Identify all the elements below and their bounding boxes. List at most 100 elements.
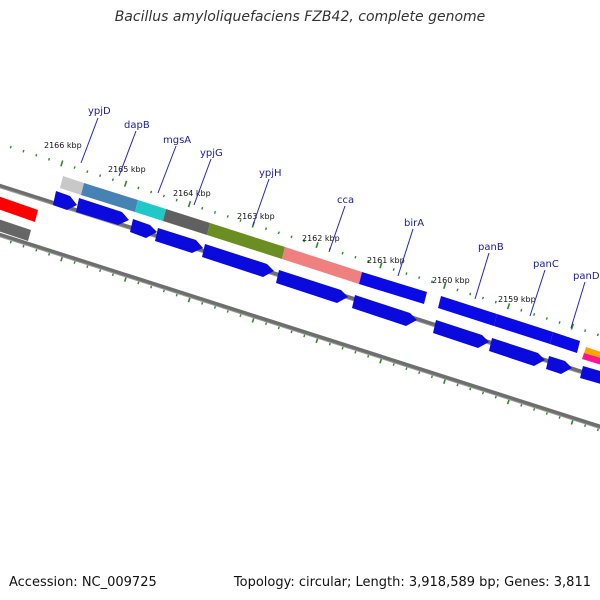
tick-mark <box>418 371 421 375</box>
gene-label: panC <box>533 259 559 270</box>
tick-mark <box>201 301 204 305</box>
tick-mark <box>213 305 217 309</box>
feature-segment <box>163 209 210 235</box>
tick-mark <box>533 312 536 316</box>
feature-segment <box>359 272 427 304</box>
tick-mark <box>303 334 306 338</box>
tick-mark <box>405 367 408 370</box>
tick-mark <box>265 227 268 231</box>
feature-segment <box>494 314 553 344</box>
gene-label: birA <box>404 218 424 229</box>
kbp-label: 2161 kbp <box>367 256 405 265</box>
tick-mark <box>558 416 561 419</box>
tick-mark <box>99 269 102 273</box>
genome-backbone-inner <box>0 232 600 430</box>
tick-mark <box>22 244 25 248</box>
tick-mark <box>48 157 51 161</box>
tick-mark <box>123 180 128 187</box>
tick-mark <box>520 403 523 407</box>
tick-mark <box>481 296 485 300</box>
tick-mark <box>111 178 114 182</box>
tick-mark <box>456 288 459 292</box>
tick-mark <box>596 333 599 337</box>
tick-mark <box>73 261 76 264</box>
cds-arrow <box>489 338 545 366</box>
tick-mark <box>137 186 140 190</box>
feature-segment <box>282 247 362 284</box>
cds-arrows <box>53 191 600 384</box>
tick-mark <box>392 268 395 271</box>
tick-mark <box>99 174 102 178</box>
tick-mark <box>150 285 153 289</box>
tick-mark <box>213 210 217 214</box>
feature-segment <box>135 200 166 221</box>
tick-mark <box>558 321 561 324</box>
tick-mark <box>290 330 293 334</box>
tick-mark <box>201 206 204 210</box>
tick-mark <box>596 428 599 432</box>
kbp-label: 2165 kbp <box>108 165 146 174</box>
kbp-label: 2162 kbp <box>302 234 340 243</box>
feature-band <box>0 176 600 365</box>
tick-mark <box>239 314 242 317</box>
tick-mark <box>354 350 357 354</box>
cds-arrow <box>155 228 203 253</box>
feature-segment <box>207 223 285 259</box>
kbp-label: 2160 kbp <box>432 276 470 285</box>
tick-mark <box>430 375 433 379</box>
feature-segment <box>438 296 497 326</box>
tick-mark <box>456 383 459 387</box>
accession-text: Accession: NC_009725 <box>9 575 157 590</box>
tick-mark <box>9 145 12 149</box>
tick-mark <box>86 265 89 268</box>
tick-mark <box>226 215 229 218</box>
tick-mark <box>328 342 331 346</box>
tick-mark <box>239 219 242 222</box>
cds-arrow <box>130 219 157 238</box>
gene-leader-lines <box>80 117 586 329</box>
tick-mark <box>481 391 485 395</box>
gene-label: ypjG <box>200 148 223 159</box>
leader-line <box>328 205 346 253</box>
genome-summary-text: Topology: circular; Length: 3,918,589 bp… <box>233 575 591 590</box>
tick-mark <box>392 363 395 366</box>
tick-mark <box>265 322 268 326</box>
tick-mark <box>35 248 38 252</box>
tick-mark <box>520 308 523 312</box>
tick-mark <box>584 329 587 333</box>
gene-label: panB <box>478 242 504 253</box>
leader-line <box>570 281 586 329</box>
tick-mark <box>494 300 497 304</box>
tick-mark <box>405 272 408 275</box>
tick-mark <box>494 395 497 399</box>
gene-label: ypjH <box>259 168 282 179</box>
feature-segment <box>60 176 84 195</box>
tick-mark <box>48 252 51 256</box>
tick-mark <box>545 317 548 320</box>
tick-mark <box>469 387 472 391</box>
cds-arrow <box>202 244 274 277</box>
cds-arrow <box>352 295 417 326</box>
tick-mark <box>175 198 178 202</box>
tick-mark <box>9 240 12 244</box>
cds-arrow <box>76 198 129 225</box>
cds-arrow <box>546 356 572 374</box>
feature-segment <box>0 219 31 241</box>
tick-mark <box>150 190 153 194</box>
cds-arrow <box>53 191 77 210</box>
leader-line <box>118 130 137 177</box>
tick-rings <box>9 145 599 432</box>
tick-mark <box>111 273 114 277</box>
feature-segment <box>582 353 600 365</box>
tick-mark <box>367 354 370 358</box>
cds-arrow <box>433 320 489 348</box>
tick-mark <box>60 160 64 167</box>
kbp-label: 2159 kbp <box>498 295 536 304</box>
map-title: Bacillus amyloliquefaciens FZB42, comple… <box>114 9 486 25</box>
tick-mark <box>533 407 536 411</box>
tick-mark <box>545 412 548 415</box>
tick-mark <box>162 289 165 293</box>
leader-line <box>193 158 212 206</box>
tick-mark <box>570 323 575 330</box>
leader-line <box>474 252 490 300</box>
